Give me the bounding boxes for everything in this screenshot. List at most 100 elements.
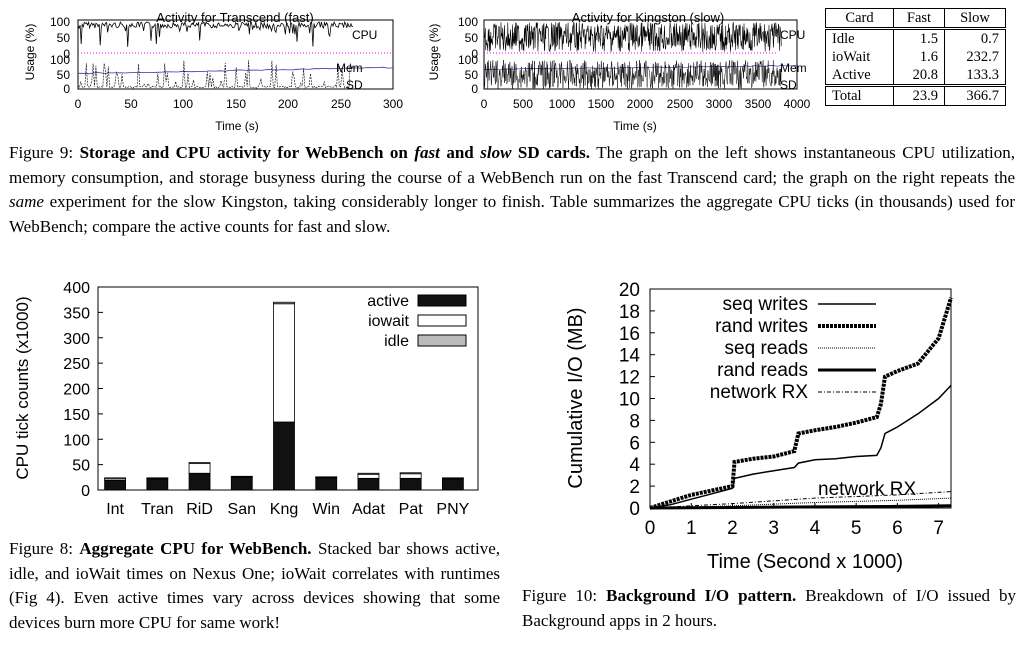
x-tick-label: Kng	[270, 501, 298, 518]
table-total-row: Total 23.9 366.7	[825, 84, 1006, 106]
svg-text:0: 0	[471, 47, 478, 61]
chart-title: Activity for Transcend (fast)	[156, 10, 314, 25]
y-tick-label: 14	[619, 346, 641, 367]
y-tick-label: 0	[629, 499, 640, 520]
bar-active-pat	[399, 477, 422, 491]
y-ticks: 100 50 0 100 50 0	[458, 15, 478, 96]
x-tick-label: 0	[645, 518, 656, 539]
svg-text:0: 0	[63, 82, 70, 96]
bar-active-adat	[357, 477, 380, 491]
bar-active-win	[315, 477, 338, 491]
bar-idle-kng	[273, 301, 295, 305]
x-axis-label: Time (s)	[613, 119, 657, 133]
svg-text:100: 100	[458, 53, 478, 67]
bar-idle-int	[104, 477, 127, 480]
fig9-right-chart: Activity for Kingston (slow) Usage (%) T…	[427, 10, 811, 133]
y-tick-label: 150	[63, 407, 90, 424]
fig8-caption: Figure 8: Aggregate CPU for WebBench. St…	[9, 539, 500, 632]
x-tick-label: 7	[933, 518, 944, 539]
fig9-table: Card Fast Slow Idle 1.5 0.7 ioWait 1.6 2…	[825, 8, 1006, 106]
sd-series-line	[483, 59, 782, 90]
x-ticks: Int Tran RiD San Kng Win Adat Pat PNY	[106, 501, 469, 518]
fig10-line-chart: Cumulative I/O (MB) Time (Second x 1000)…	[565, 280, 953, 573]
svg-text:100: 100	[50, 53, 70, 67]
cpu-series-line	[483, 21, 782, 53]
table-row: Idle 1.5 0.7	[825, 28, 1006, 48]
svg-text:2500: 2500	[667, 97, 694, 111]
legend-seq-reads: seq reads	[725, 338, 808, 359]
y-axis-label: Usage (%)	[23, 24, 37, 81]
svg-text:50: 50	[57, 31, 71, 45]
svg-text:0: 0	[471, 82, 478, 96]
y-tick-label: 100	[63, 432, 90, 449]
legend-idle-swatch	[417, 334, 467, 347]
x-tick-label: 6	[892, 518, 903, 539]
bar-idle-adat	[357, 472, 380, 475]
x-tick-label: Adat	[352, 501, 385, 518]
svg-text:300: 300	[383, 97, 403, 111]
series-rand-reads	[649, 504, 952, 510]
bar-idle-rid	[188, 462, 211, 465]
series-rand-writes	[649, 297, 953, 510]
y-tick-label: 350	[63, 305, 90, 322]
series-lines	[649, 297, 953, 510]
mem-label: Mem	[780, 61, 807, 75]
bars	[104, 301, 464, 491]
y-axis-label: Usage (%)	[427, 24, 441, 81]
fig8-bar-chart: CPU tick counts (x1000) 0 50 100 150 200 250 3…	[13, 280, 479, 518]
plot-frame	[483, 19, 798, 90]
legend: active iowait idle	[367, 293, 467, 350]
bar-active-san	[230, 476, 253, 491]
y-tick-label: 50	[72, 458, 90, 475]
x-tick-label: 5	[851, 518, 862, 539]
table-header: Slow	[944, 8, 1006, 30]
svg-text:150: 150	[226, 97, 246, 111]
y-tick-label: 12	[619, 368, 640, 389]
y-tick-label: 4	[629, 455, 640, 476]
legend-rand-reads: rand reads	[717, 360, 808, 381]
bar-iowait-rid	[188, 463, 211, 474]
bar-idle-pat	[399, 472, 422, 475]
svg-text:2000: 2000	[627, 97, 654, 111]
legend-rand-writes: rand writes	[715, 316, 808, 337]
svg-text:1000: 1000	[549, 97, 576, 111]
svg-text:100: 100	[50, 15, 70, 29]
series-seq-writes	[649, 384, 952, 509]
svg-text:3500: 3500	[745, 97, 772, 111]
x-tick-label: 3	[768, 518, 779, 539]
x-tick-label: 4	[810, 518, 821, 539]
svg-text:0: 0	[481, 97, 488, 111]
bar-idle-win	[315, 476, 338, 478]
svg-text:100: 100	[173, 97, 193, 111]
svg-text:200: 200	[278, 97, 298, 111]
y-tick-label: 8	[629, 411, 640, 432]
bar-iowait-adat	[357, 473, 380, 479]
svg-text:1500: 1500	[588, 97, 615, 111]
svg-text:500: 500	[513, 97, 533, 111]
x-ticks: 0 50 100 150 200 250 300	[75, 97, 404, 111]
bar-iowait-pat	[399, 473, 422, 479]
x-tick-label: Win	[312, 501, 340, 518]
cpu-label: CPU	[352, 28, 377, 42]
y-tick-label: 20	[619, 280, 640, 301]
network-rx-annotation: network RX	[818, 479, 917, 500]
series-seq-reads	[649, 497, 952, 509]
legend-iowait-swatch	[417, 314, 467, 327]
x-axis-label: Time (Second x 1000)	[707, 551, 903, 573]
bar-iowait-kng	[273, 303, 295, 423]
x-tick-label: 1	[686, 518, 697, 539]
legend-active-swatch	[417, 294, 467, 307]
y-tick-label: 200	[63, 382, 90, 399]
cpu-series-line	[77, 20, 354, 47]
y-tick-label: 18	[619, 302, 640, 323]
bar-idle-pny	[441, 477, 464, 479]
y-tick-label: 0	[81, 483, 90, 500]
x-axis-label: Time (s)	[215, 119, 259, 133]
table-row: ioWait 1.6 232.7	[825, 48, 1006, 66]
x-tick-label: RiD	[186, 501, 213, 518]
legend-seq-writes: seq writes	[722, 294, 808, 315]
table-header: Fast	[893, 8, 945, 30]
plot-frame	[77, 19, 394, 90]
svg-text:3000: 3000	[706, 97, 733, 111]
bar-active-rid	[188, 472, 211, 491]
